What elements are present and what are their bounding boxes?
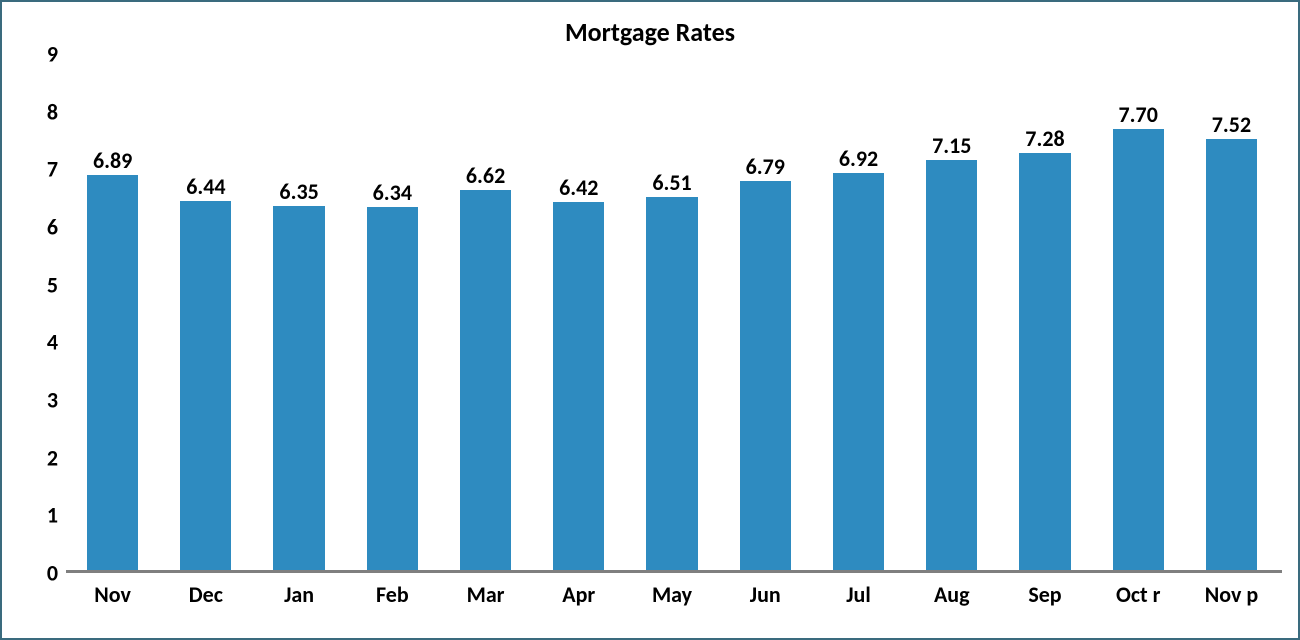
x-tick-mark bbox=[529, 570, 536, 573]
bar-slot: 6.51 bbox=[625, 54, 718, 570]
x-tick-label: Mar bbox=[439, 581, 532, 608]
x-tick-label: Oct r bbox=[1092, 581, 1185, 608]
bar: 7.70 bbox=[1113, 129, 1164, 570]
bar: 7.28 bbox=[1019, 153, 1070, 570]
chart-frame: Mortgage Rates 0123456789 6.896.446.356.… bbox=[0, 0, 1300, 640]
x-tick-label: Jul bbox=[812, 581, 905, 608]
x-tick-label: Nov bbox=[66, 581, 159, 608]
bar-slot: 7.70 bbox=[1092, 54, 1185, 570]
bar: 6.34 bbox=[367, 207, 418, 570]
bar: 7.15 bbox=[926, 160, 977, 570]
bar-slot: 7.52 bbox=[1185, 54, 1278, 570]
y-tick-label: 3 bbox=[47, 387, 58, 414]
x-tick-mark bbox=[66, 570, 73, 573]
bar-value-label: 6.44 bbox=[180, 173, 231, 200]
x-tick-mark bbox=[156, 570, 163, 573]
bar: 6.92 bbox=[833, 173, 884, 570]
x-tick-label: May bbox=[625, 581, 718, 608]
x-axis: NovDecJanFebMarAprMayJunJulAugSepOct rNo… bbox=[66, 581, 1278, 608]
plot-column: 6.89 6.44 6.35 6.34 6.62 6.42 6.51 6.79 6.92 7.15… bbox=[66, 54, 1278, 608]
y-tick-label: 9 bbox=[47, 41, 58, 68]
x-tick-label: Jun bbox=[719, 581, 812, 608]
bar-slot: 6.34 bbox=[346, 54, 439, 570]
x-tick-mark bbox=[716, 570, 723, 573]
bar-slot: 6.92 bbox=[812, 54, 905, 570]
bar-value-label: 7.70 bbox=[1113, 101, 1164, 128]
bar-value-label: 7.52 bbox=[1206, 111, 1257, 138]
bar-value-label: 7.28 bbox=[1019, 125, 1070, 152]
y-tick-label: 8 bbox=[47, 98, 58, 125]
x-tick-label: Jan bbox=[252, 581, 345, 608]
bar-slot: 6.62 bbox=[439, 54, 532, 570]
bars-row: 6.89 6.44 6.35 6.34 6.62 6.42 6.51 6.79 6.92 7.15… bbox=[66, 54, 1278, 570]
x-tick-mark bbox=[902, 570, 909, 573]
plot-wrap: 0123456789 6.896.446.356.346.626.426.516… bbox=[22, 54, 1278, 608]
bar-value-label: 7.15 bbox=[926, 132, 977, 159]
bar-slot: 6.42 bbox=[532, 54, 625, 570]
bar: 6.51 bbox=[646, 197, 697, 570]
y-tick-label: 1 bbox=[47, 502, 58, 529]
bar: 6.62 bbox=[460, 190, 511, 570]
bar: 6.42 bbox=[553, 202, 604, 570]
y-tick-label: 2 bbox=[47, 444, 58, 471]
x-tick-mark bbox=[343, 570, 350, 573]
y-tick-label: 7 bbox=[47, 156, 58, 183]
bar-value-label: 6.51 bbox=[646, 169, 697, 196]
x-tick-label: Dec bbox=[159, 581, 252, 608]
plot-area: 6.89 6.44 6.35 6.34 6.62 6.42 6.51 6.79 6.92 7.15… bbox=[66, 54, 1278, 573]
y-tick-label: 4 bbox=[47, 329, 58, 356]
y-tick-label: 6 bbox=[47, 214, 58, 241]
x-tick-label: Feb bbox=[346, 581, 439, 608]
x-tick-label: Sep bbox=[998, 581, 1091, 608]
bar-value-label: 6.79 bbox=[740, 153, 791, 180]
bar: 6.35 bbox=[273, 206, 324, 570]
bar-slot: 6.79 bbox=[719, 54, 812, 570]
x-tick-mark bbox=[1182, 570, 1189, 573]
x-tick-mark bbox=[809, 570, 816, 573]
x-tick-mark bbox=[1089, 570, 1096, 573]
bar: 7.52 bbox=[1206, 139, 1257, 570]
bar-slot: 6.35 bbox=[252, 54, 345, 570]
bar-slot: 6.89 bbox=[66, 54, 159, 570]
x-tick-mark bbox=[622, 570, 629, 573]
x-tick-label: Nov p bbox=[1185, 581, 1278, 608]
x-tick-label: Apr bbox=[532, 581, 625, 608]
bar: 6.44 bbox=[180, 201, 231, 570]
y-tick-label: 0 bbox=[47, 560, 58, 587]
x-tick-mark bbox=[995, 570, 1002, 573]
y-axis: 0123456789 bbox=[22, 54, 66, 608]
y-tick-label: 5 bbox=[47, 271, 58, 298]
x-tick-label: Aug bbox=[905, 581, 998, 608]
x-tick-mark bbox=[249, 570, 256, 573]
bar-value-label: 6.62 bbox=[460, 162, 511, 189]
bar-value-label: 6.92 bbox=[833, 145, 884, 172]
x-tick-mark bbox=[1275, 570, 1282, 573]
bar: 6.89 bbox=[87, 175, 138, 570]
x-tick-mark bbox=[436, 570, 443, 573]
bar-slot: 6.44 bbox=[159, 54, 252, 570]
bar: 6.79 bbox=[740, 181, 791, 570]
bar-value-label: 6.42 bbox=[553, 174, 604, 201]
bar-slot: 7.15 bbox=[905, 54, 998, 570]
chart-title: Mortgage Rates bbox=[22, 16, 1278, 48]
bar-slot: 7.28 bbox=[998, 54, 1091, 570]
bar-value-label: 6.89 bbox=[87, 147, 138, 174]
bar-value-label: 6.35 bbox=[273, 178, 324, 205]
bar-value-label: 6.34 bbox=[367, 179, 418, 206]
